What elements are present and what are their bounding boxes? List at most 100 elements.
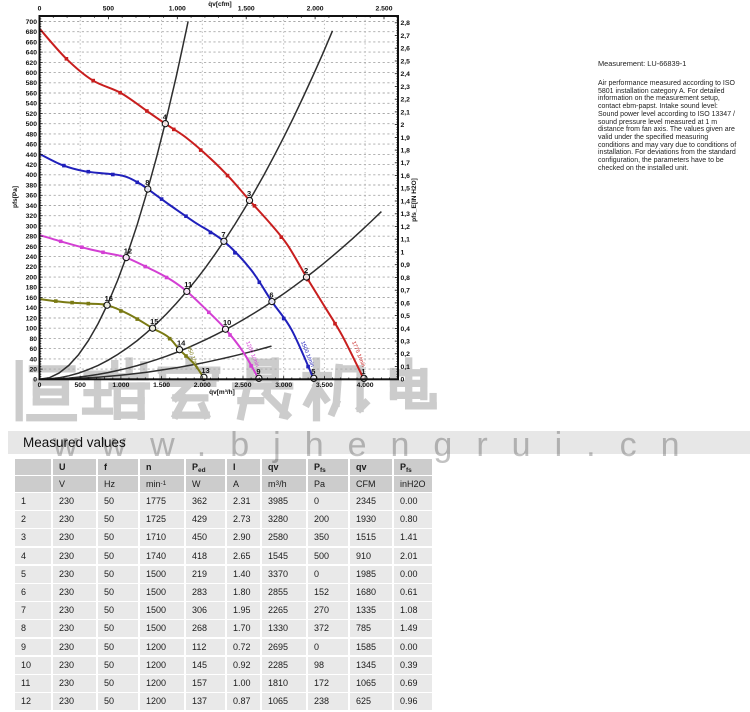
svg-text:13: 13 [201, 366, 209, 375]
svg-text:340: 340 [26, 203, 38, 210]
svg-text:2,1: 2,1 [401, 109, 411, 116]
svg-text:2.000: 2.000 [307, 6, 324, 13]
svg-text:100: 100 [26, 326, 38, 333]
svg-text:2,2: 2,2 [401, 97, 411, 104]
svg-text:0: 0 [38, 6, 42, 13]
svg-text:2.500: 2.500 [375, 6, 392, 13]
svg-text:1,3: 1,3 [401, 211, 411, 218]
svg-text:3: 3 [247, 189, 251, 198]
svg-text:0: 0 [401, 377, 405, 384]
svg-text:2,5: 2,5 [401, 58, 411, 65]
svg-text:2,6: 2,6 [401, 46, 411, 53]
svg-text:6: 6 [269, 290, 273, 299]
svg-text:440: 440 [26, 152, 38, 159]
svg-text:2: 2 [304, 266, 308, 275]
svg-text:0,4: 0,4 [401, 326, 411, 333]
svg-text:2,7: 2,7 [401, 33, 411, 40]
svg-text:460: 460 [26, 142, 38, 149]
svg-text:10: 10 [223, 318, 231, 327]
svg-text:1.500: 1.500 [153, 382, 170, 389]
svg-text:1,6: 1,6 [401, 173, 411, 180]
svg-text:680: 680 [26, 29, 38, 36]
svg-text:160: 160 [26, 295, 38, 302]
svg-text:640: 640 [26, 50, 38, 57]
svg-text:q̇v[m³/h]: q̇v[m³/h] [209, 389, 235, 396]
svg-text:500: 500 [75, 382, 87, 389]
svg-text:3.000: 3.000 [275, 382, 292, 389]
svg-text:220: 220 [26, 264, 38, 271]
svg-text:4: 4 [163, 113, 168, 122]
svg-text:200: 200 [26, 275, 38, 282]
svg-text:320: 320 [26, 213, 38, 220]
svg-text:1,8: 1,8 [401, 148, 411, 155]
svg-text:620: 620 [26, 60, 38, 67]
svg-text:280: 280 [26, 234, 38, 241]
svg-text:480: 480 [26, 131, 38, 138]
svg-text:3.500: 3.500 [316, 382, 333, 389]
svg-text:240: 240 [26, 254, 38, 261]
svg-text:0,6: 0,6 [401, 300, 411, 307]
svg-text:0: 0 [33, 377, 37, 384]
svg-text:0,7: 0,7 [401, 288, 411, 295]
svg-text:60: 60 [29, 346, 37, 353]
svg-text:580: 580 [26, 80, 38, 87]
svg-text:7: 7 [221, 230, 225, 239]
svg-text:0,2: 0,2 [401, 351, 411, 358]
svg-text:300: 300 [26, 223, 38, 230]
svg-text:40: 40 [29, 356, 37, 363]
svg-text:700: 700 [26, 19, 38, 26]
svg-text:9: 9 [256, 367, 260, 376]
svg-text:pfs[Pa]: pfs[Pa] [12, 186, 19, 208]
svg-text:15: 15 [150, 317, 158, 326]
svg-text:2,4: 2,4 [401, 71, 411, 78]
svg-text:360: 360 [26, 193, 38, 200]
svg-text:1: 1 [401, 249, 405, 256]
svg-text:1.000: 1.000 [169, 6, 186, 13]
svg-text:1.000: 1.000 [112, 382, 129, 389]
svg-text:5: 5 [311, 367, 315, 376]
svg-text:500: 500 [103, 6, 115, 13]
svg-text:2.500: 2.500 [234, 382, 251, 389]
svg-text:500: 500 [26, 121, 38, 128]
svg-text:420: 420 [26, 162, 38, 169]
svg-text:1,7: 1,7 [401, 160, 411, 167]
svg-text:14: 14 [177, 339, 186, 348]
svg-text:80: 80 [29, 336, 37, 343]
svg-text:600: 600 [26, 70, 38, 77]
svg-text:0,8: 0,8 [401, 275, 411, 282]
svg-text:660: 660 [26, 39, 38, 46]
svg-text:20: 20 [29, 367, 37, 374]
svg-text:0,3: 0,3 [401, 339, 411, 346]
svg-text:4.000: 4.000 [357, 382, 374, 389]
svg-text:16: 16 [105, 294, 113, 303]
svg-text:2,3: 2,3 [401, 84, 411, 91]
svg-text:140: 140 [26, 305, 38, 312]
svg-text:0: 0 [38, 382, 42, 389]
svg-text:2,8: 2,8 [401, 20, 411, 27]
svg-text:1.500: 1.500 [238, 6, 255, 13]
svg-text:120: 120 [26, 315, 38, 322]
svg-text:180: 180 [26, 285, 38, 292]
svg-text:12: 12 [124, 246, 132, 255]
svg-text:0,1: 0,1 [401, 364, 411, 371]
svg-text:560: 560 [26, 90, 38, 97]
svg-text:1: 1 [361, 367, 365, 376]
svg-text:11: 11 [184, 280, 192, 289]
svg-text:2.000: 2.000 [194, 382, 211, 389]
svg-text:520: 520 [26, 111, 38, 118]
svg-text:1,5: 1,5 [401, 186, 411, 193]
svg-text:8: 8 [145, 178, 149, 187]
svg-text:260: 260 [26, 244, 38, 251]
svg-text:1,9: 1,9 [401, 135, 411, 142]
svg-text:1,1: 1,1 [401, 237, 411, 244]
svg-text:q̇v[cfm]: q̇v[cfm] [208, 1, 231, 8]
svg-text:540: 540 [26, 101, 38, 108]
svg-text:1,4: 1,4 [401, 198, 411, 205]
svg-text:0,5: 0,5 [401, 313, 411, 320]
svg-text:pfs_E[IN H2O]: pfs_E[IN H2O] [411, 178, 418, 222]
svg-text:400: 400 [26, 172, 38, 179]
svg-text:0,9: 0,9 [401, 262, 411, 269]
svg-text:2: 2 [401, 122, 405, 129]
svg-text:1,2: 1,2 [401, 224, 411, 231]
svg-text:380: 380 [26, 182, 38, 189]
